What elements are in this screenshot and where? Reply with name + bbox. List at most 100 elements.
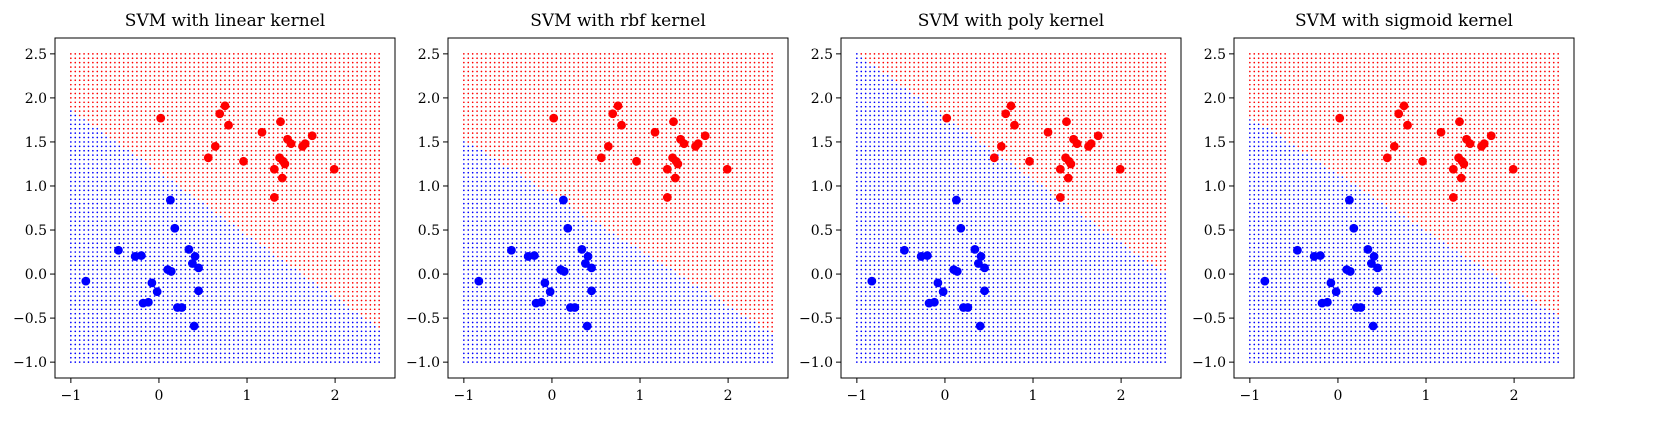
data-point-blue bbox=[1373, 286, 1382, 296]
data-point-red bbox=[1066, 159, 1076, 169]
data-point-red bbox=[239, 156, 248, 166]
data-point-red bbox=[1448, 193, 1458, 202]
data-point-red bbox=[613, 101, 623, 111]
data-point-blue bbox=[507, 245, 516, 255]
x-tick-label: 1 bbox=[1029, 388, 1038, 404]
data-point-red bbox=[1115, 164, 1125, 174]
y-tick-label: 1.5 bbox=[25, 135, 47, 151]
data-point-red bbox=[679, 139, 689, 149]
data-point-red bbox=[276, 117, 285, 127]
data-point-blue bbox=[1315, 251, 1325, 260]
data-point-red bbox=[215, 109, 225, 119]
data-point-red bbox=[220, 101, 230, 111]
data-point-red bbox=[286, 139, 296, 149]
y-tick-label: 2.5 bbox=[418, 47, 440, 63]
data-point-blue bbox=[970, 244, 980, 254]
y-tick-label: 1.5 bbox=[811, 135, 833, 151]
x-tick-label: 1 bbox=[1422, 388, 1431, 404]
x-tick-label: 0 bbox=[940, 388, 949, 404]
y-tick-label: 2.5 bbox=[1204, 47, 1226, 63]
data-point-red bbox=[1394, 109, 1404, 119]
data-point-blue bbox=[563, 223, 573, 233]
data-point-red bbox=[1025, 156, 1034, 166]
y-tick-label: 0.5 bbox=[418, 223, 440, 239]
subplot-3: SVM with poly kernel −1 0 1 2 −1.0 −0.5 0.0 0.5 1… bbox=[799, 11, 1182, 404]
data-point-red bbox=[596, 153, 606, 163]
decision-region-red bbox=[860, 53, 1166, 271]
data-point-red bbox=[650, 127, 660, 137]
data-point-blue bbox=[165, 195, 175, 205]
data-point-red bbox=[1486, 131, 1496, 141]
data-point-red bbox=[670, 173, 680, 183]
data-point-red bbox=[1010, 120, 1019, 130]
decision-region-blue bbox=[70, 110, 380, 363]
y-tick-label: 1.0 bbox=[811, 179, 833, 195]
y-tick-label: 1.0 bbox=[418, 179, 440, 195]
data-point-red bbox=[1335, 113, 1345, 123]
data-point-red bbox=[1477, 141, 1486, 151]
data-point-blue bbox=[1356, 303, 1366, 312]
data-point-red bbox=[1043, 127, 1053, 137]
data-point-red bbox=[1055, 193, 1065, 202]
x-tick-label: −1 bbox=[847, 388, 868, 404]
data-point-blue bbox=[177, 303, 187, 312]
y-tick-label: 0.0 bbox=[25, 267, 47, 283]
decision-region-red bbox=[463, 53, 773, 333]
data-point-blue bbox=[583, 252, 593, 261]
data-point-blue bbox=[1373, 263, 1382, 273]
data-point-red bbox=[632, 156, 641, 166]
subplot-4: SVM with sigmoid kernel −1 0 1 2 −1.0 −0.5 0.0 0… bbox=[1192, 11, 1575, 404]
y-tick-label: 1.5 bbox=[418, 135, 440, 151]
data-point-blue bbox=[184, 244, 194, 254]
data-point-red bbox=[1006, 101, 1016, 111]
data-point-blue bbox=[581, 259, 590, 268]
y-tick-label: −0.5 bbox=[406, 311, 440, 327]
data-point-blue bbox=[536, 297, 546, 307]
data-point-red bbox=[691, 141, 700, 151]
data-point-red bbox=[669, 117, 678, 127]
data-points bbox=[867, 101, 1125, 331]
y-tick-label: 0.0 bbox=[811, 267, 833, 283]
x-tick-label: 0 bbox=[1333, 388, 1342, 404]
data-point-red bbox=[257, 127, 267, 137]
y-tick-label: 0.0 bbox=[1204, 267, 1226, 283]
data-point-blue bbox=[81, 276, 91, 286]
subplot-title: SVM with sigmoid kernel bbox=[1295, 11, 1513, 31]
data-point-blue bbox=[558, 195, 568, 205]
y-tick-label: −1.0 bbox=[1192, 355, 1226, 371]
data-point-blue bbox=[976, 252, 986, 261]
x-tick-label: 2 bbox=[331, 388, 340, 404]
y-tick-label: 2.0 bbox=[811, 91, 833, 107]
data-point-red bbox=[1093, 131, 1103, 141]
x-tick-label: −1 bbox=[61, 388, 82, 404]
y-tick-label: −0.5 bbox=[799, 311, 833, 327]
data-point-blue bbox=[190, 252, 200, 261]
y-tick-label: 0.5 bbox=[1204, 223, 1226, 239]
data-point-blue bbox=[952, 267, 962, 276]
data-point-blue bbox=[194, 263, 203, 273]
data-point-red bbox=[269, 193, 279, 202]
data-point-red bbox=[203, 153, 213, 163]
subplot-1: SVM with linear kernel −1 0 1 2 −1.0 −0.5 0.0 0.… bbox=[13, 11, 396, 404]
data-point-red bbox=[1403, 120, 1412, 130]
axes-frame bbox=[54, 37, 396, 379]
data-point-blue bbox=[152, 287, 162, 297]
data-point-red bbox=[307, 131, 317, 141]
y-tick-label: 1.5 bbox=[1204, 135, 1226, 151]
x-tick-label: −1 bbox=[1240, 388, 1261, 404]
data-point-blue bbox=[559, 267, 569, 276]
data-point-blue bbox=[1363, 244, 1373, 254]
data-point-blue bbox=[147, 278, 157, 288]
y-tick-label: −1.0 bbox=[799, 355, 833, 371]
y-tick-label: 0.0 bbox=[418, 267, 440, 283]
data-points bbox=[1260, 101, 1518, 331]
data-point-red bbox=[1459, 159, 1469, 169]
y-tick-label: 2.5 bbox=[811, 47, 833, 63]
data-point-red bbox=[989, 153, 999, 163]
y-tick-label: −1.0 bbox=[406, 355, 440, 371]
data-points bbox=[474, 101, 732, 331]
data-point-red bbox=[608, 109, 618, 119]
data-point-blue bbox=[136, 251, 146, 260]
data-point-blue bbox=[1344, 195, 1354, 205]
